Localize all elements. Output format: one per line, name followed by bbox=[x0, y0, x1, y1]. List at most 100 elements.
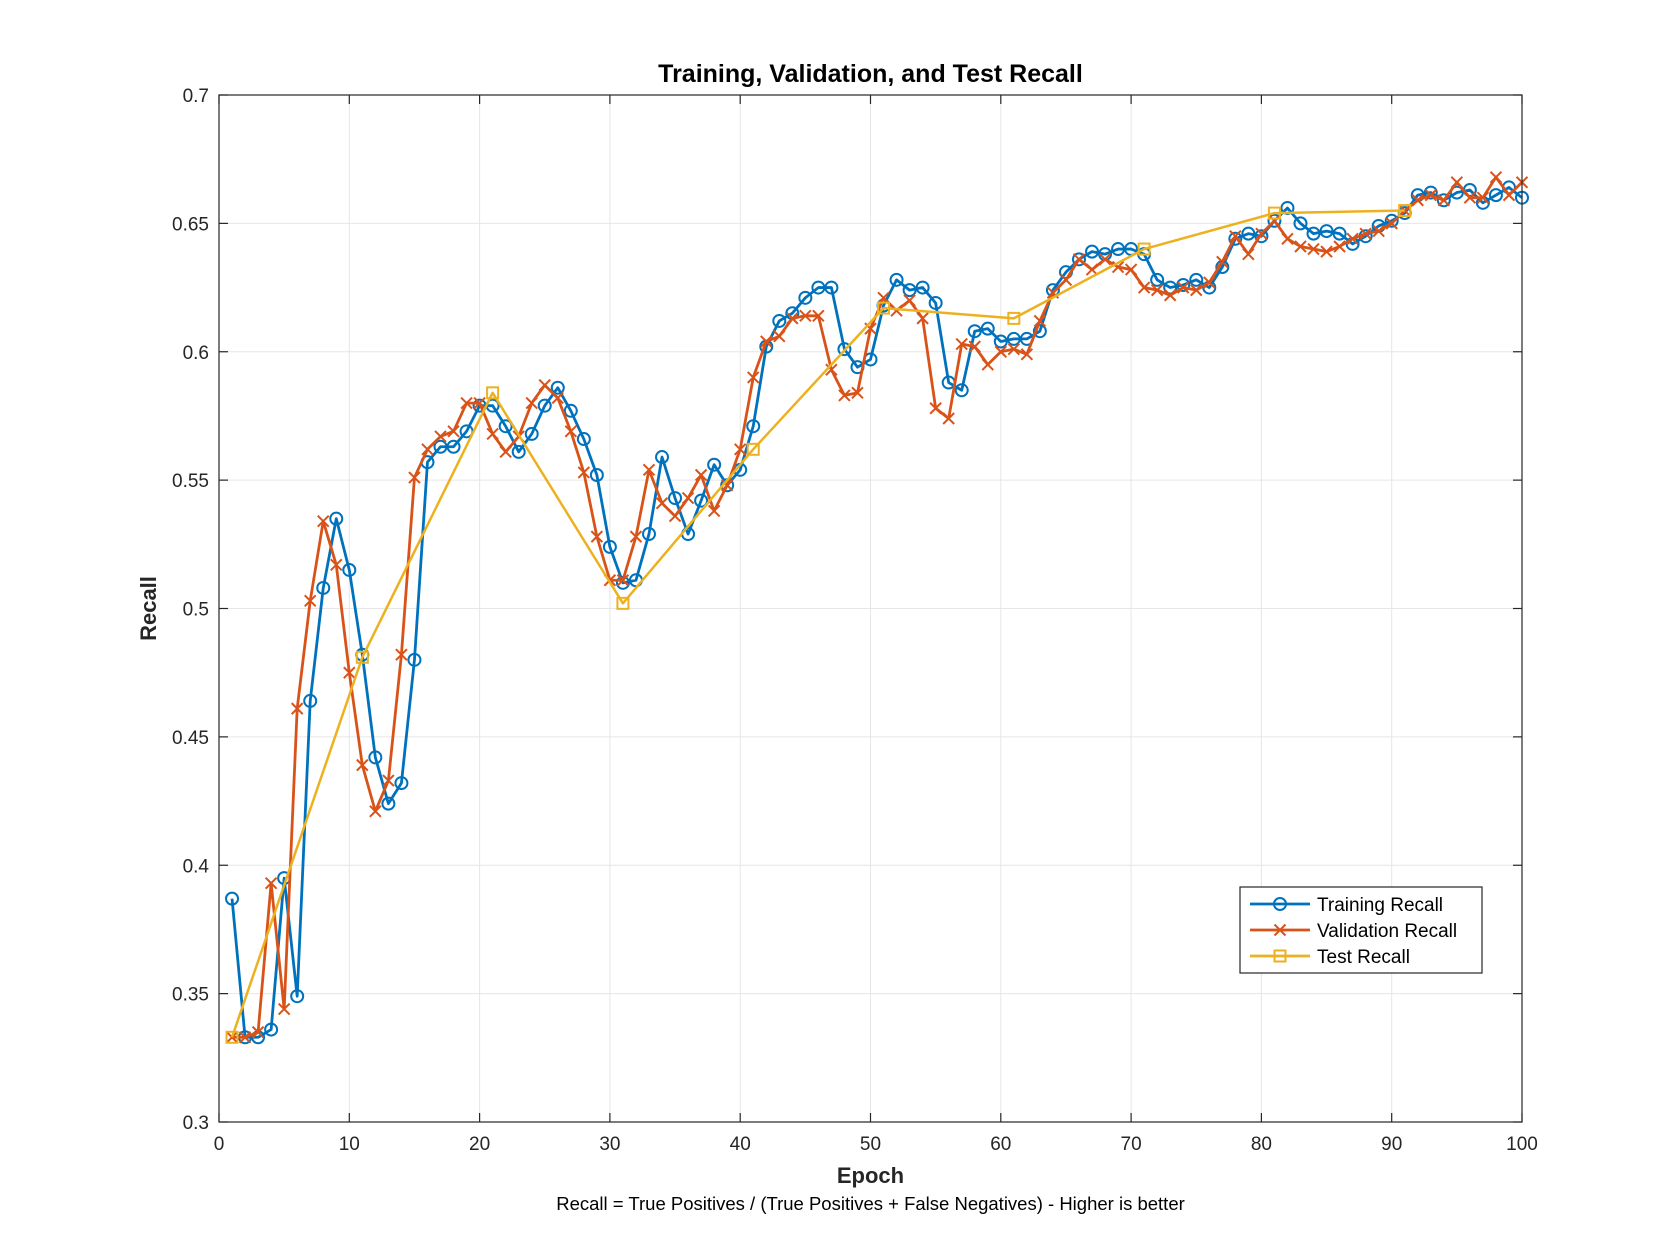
data-point bbox=[1150, 283, 1164, 297]
data-point bbox=[720, 479, 734, 492]
y-tick-label: 0.3 bbox=[183, 1113, 209, 1134]
data-point bbox=[238, 1031, 252, 1044]
y-tick-label: 0.5 bbox=[183, 600, 209, 621]
legend-marker bbox=[1273, 923, 1287, 937]
data-point bbox=[1359, 227, 1372, 240]
data-point bbox=[1255, 227, 1268, 240]
data-point bbox=[1098, 253, 1112, 266]
data-point bbox=[1267, 213, 1282, 228]
data-point bbox=[1488, 188, 1503, 203]
data-point bbox=[303, 693, 318, 708]
series-validation-recall bbox=[225, 170, 1529, 1044]
y-tick-label: 0.55 bbox=[172, 471, 209, 492]
data-point bbox=[955, 337, 968, 351]
data-point bbox=[1489, 170, 1503, 184]
data-point bbox=[1254, 229, 1269, 244]
x-tick-label: 70 bbox=[1121, 1134, 1142, 1155]
data-point bbox=[460, 396, 473, 410]
data-point bbox=[1032, 324, 1047, 339]
data-point bbox=[550, 380, 565, 395]
data-point bbox=[902, 283, 917, 298]
data-point bbox=[954, 383, 969, 398]
series-test-recall bbox=[225, 204, 1412, 1044]
data-point bbox=[1111, 260, 1125, 274]
x-tick-label: 90 bbox=[1381, 1134, 1402, 1155]
data-point bbox=[524, 426, 539, 441]
data-point bbox=[1398, 204, 1411, 217]
data-point bbox=[889, 272, 904, 287]
data-point bbox=[968, 340, 981, 353]
data-point bbox=[1267, 206, 1281, 220]
data-point bbox=[786, 312, 799, 325]
data-point bbox=[929, 402, 942, 415]
data-point bbox=[1436, 193, 1451, 208]
data-point bbox=[1059, 273, 1073, 287]
data-point bbox=[629, 530, 643, 543]
legend-label: Validation Recall bbox=[1317, 921, 1457, 942]
y-tick-label: 0.65 bbox=[172, 214, 209, 235]
data-point bbox=[290, 989, 305, 1004]
data-point bbox=[1137, 242, 1151, 256]
x-tick-label: 50 bbox=[860, 1134, 881, 1155]
data-point bbox=[1045, 283, 1060, 298]
legend-marker bbox=[1273, 949, 1287, 963]
data-point bbox=[1463, 191, 1477, 204]
data-point bbox=[1190, 283, 1203, 297]
data-point bbox=[1241, 226, 1256, 241]
data-point bbox=[1007, 342, 1021, 356]
data-point bbox=[942, 412, 955, 425]
data-point bbox=[1176, 277, 1191, 292]
x-tick-label: 30 bbox=[599, 1134, 620, 1155]
data-point bbox=[498, 419, 513, 434]
chart-note: Recall = True Positives / (True Positive… bbox=[556, 1193, 1185, 1214]
x-tick-label: 80 bbox=[1251, 1134, 1272, 1155]
data-point bbox=[851, 386, 864, 400]
data-point bbox=[825, 363, 838, 376]
data-point bbox=[616, 596, 630, 610]
data-point bbox=[1294, 240, 1307, 253]
data-point bbox=[407, 652, 422, 667]
data-point bbox=[369, 805, 382, 818]
data-point bbox=[577, 466, 591, 479]
data-point bbox=[381, 796, 396, 811]
data-point bbox=[1177, 281, 1190, 294]
data-point bbox=[655, 497, 669, 510]
data-point bbox=[668, 509, 682, 523]
data-point bbox=[1216, 255, 1229, 269]
data-point bbox=[967, 324, 982, 339]
data-point bbox=[486, 427, 499, 441]
data-point bbox=[1320, 245, 1333, 258]
data-point bbox=[1071, 252, 1086, 267]
data-point bbox=[1137, 281, 1151, 294]
data-point bbox=[1242, 247, 1255, 261]
data-point bbox=[563, 403, 578, 418]
data-point bbox=[421, 443, 434, 456]
data-point bbox=[395, 648, 408, 661]
data-point bbox=[993, 334, 1008, 349]
data-point bbox=[1423, 185, 1438, 200]
data-point bbox=[747, 371, 760, 384]
data-point bbox=[746, 419, 761, 434]
data-point bbox=[1006, 331, 1021, 346]
data-point bbox=[837, 342, 852, 357]
data-point bbox=[838, 389, 851, 402]
data-point bbox=[277, 1002, 291, 1016]
data-point bbox=[824, 280, 839, 295]
data-point bbox=[1163, 280, 1178, 295]
data-point bbox=[537, 398, 552, 413]
data-point bbox=[355, 650, 369, 664]
x-axis-label: Epoch bbox=[837, 1163, 904, 1188]
data-point bbox=[877, 301, 891, 315]
data-point bbox=[773, 330, 786, 343]
x-tick-label: 20 bbox=[469, 1134, 490, 1155]
data-point bbox=[1085, 263, 1099, 276]
data-point bbox=[486, 386, 500, 400]
y-axis-label: Recall bbox=[136, 576, 161, 641]
data-point bbox=[1372, 224, 1385, 238]
data-point bbox=[408, 471, 421, 484]
data-point bbox=[772, 313, 787, 328]
data-point bbox=[733, 443, 747, 456]
data-point bbox=[329, 511, 344, 526]
data-point bbox=[1346, 232, 1359, 245]
data-point bbox=[251, 1025, 265, 1039]
